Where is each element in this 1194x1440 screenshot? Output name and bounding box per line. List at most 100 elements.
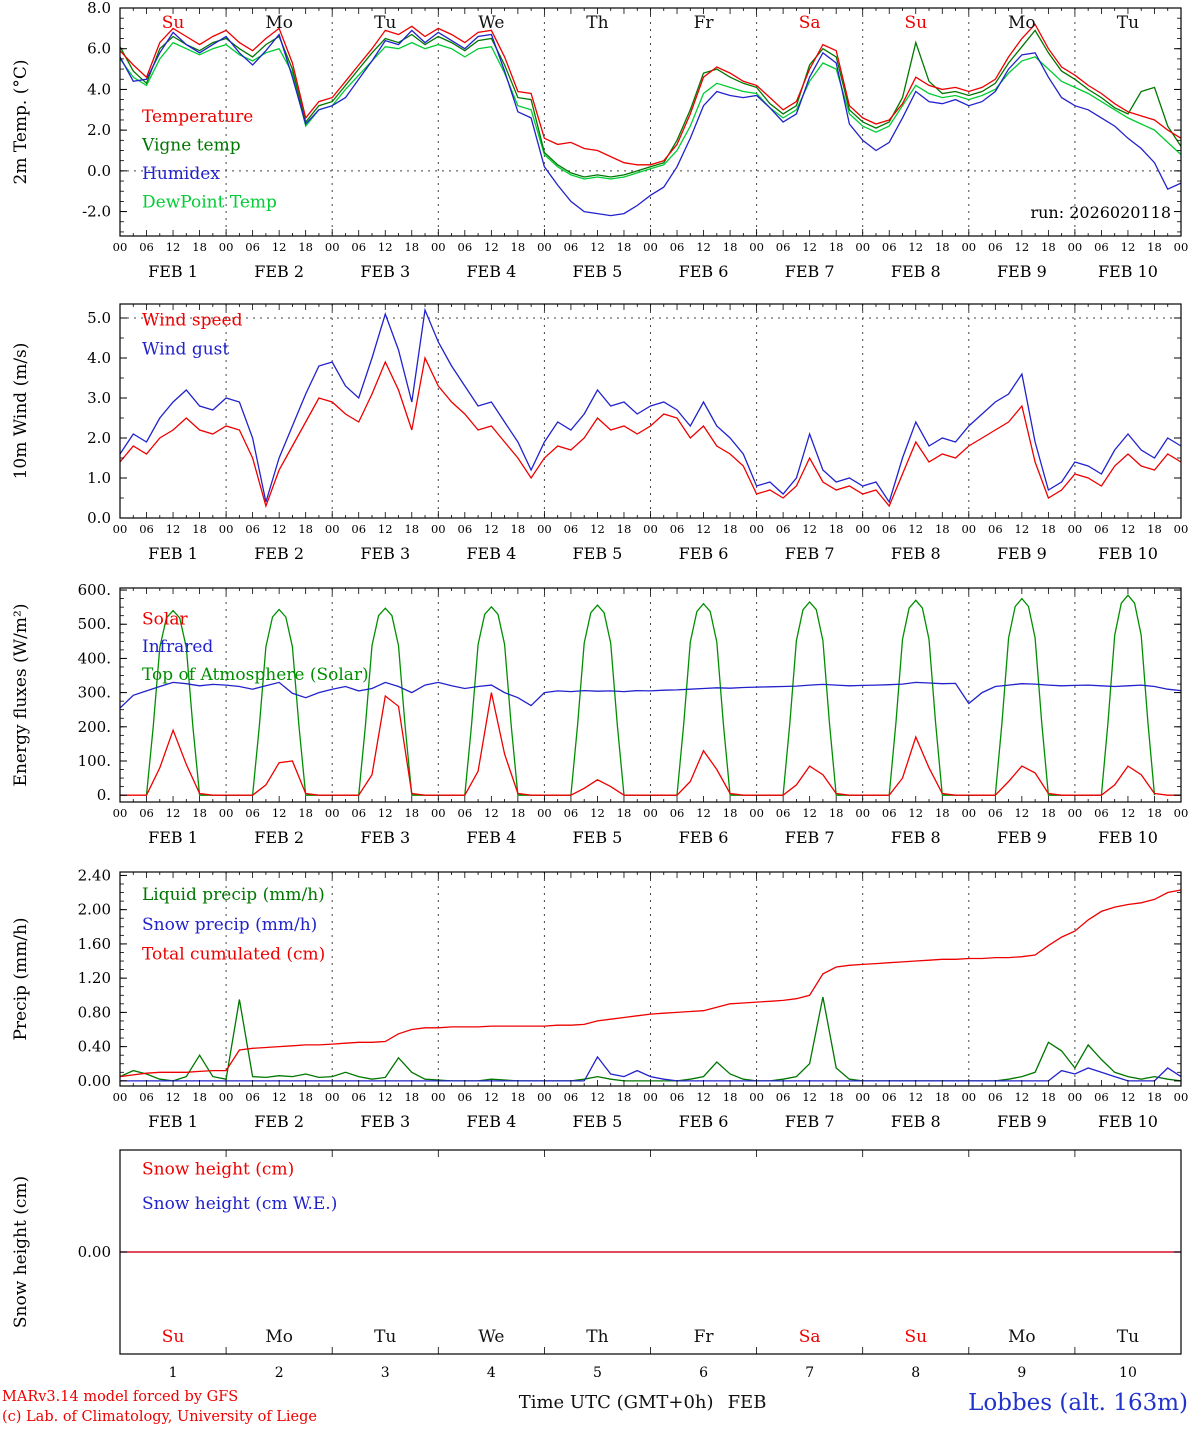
hour-tick-label: 06 bbox=[882, 1090, 897, 1104]
wind-panel: 0.0 1.0 2.0 3.0 4.0 5.0 00 06 12 18 00 06 12 18 00 06 12… bbox=[11, 303, 1189, 563]
hour-tick-label: 18 bbox=[617, 806, 632, 820]
hour-tick-label: 18 bbox=[1147, 240, 1162, 254]
weekday-label: Su bbox=[162, 1327, 185, 1347]
hour-tick-label: 18 bbox=[404, 806, 419, 820]
hour-tick-label: 00 bbox=[643, 522, 658, 536]
y-tick-label: 0. bbox=[97, 786, 111, 804]
hour-tick-label: 06 bbox=[776, 806, 791, 820]
xaxis-title-group: Time UTC (GMT+0h) FEB bbox=[519, 1392, 767, 1413]
hour-tick-label: 00 bbox=[219, 1090, 234, 1104]
hour-tick-label: 12 bbox=[802, 522, 817, 536]
hour-tick-label: 12 bbox=[378, 240, 393, 254]
hour-tick-label: 06 bbox=[1094, 1090, 1109, 1104]
hour-tick-label: 06 bbox=[670, 522, 685, 536]
y-tick-label: 100. bbox=[78, 752, 111, 770]
hour-tick-label: 06 bbox=[776, 240, 791, 254]
date-label: FEB 3 bbox=[360, 1112, 410, 1131]
y-tick-label: 1.60 bbox=[78, 935, 111, 953]
weekday-label: Tu bbox=[1117, 13, 1139, 33]
hour-tick-label: 00 bbox=[1174, 240, 1189, 254]
date-label: FEB 9 bbox=[997, 544, 1047, 563]
hour-tick-label: 12 bbox=[1015, 240, 1030, 254]
y-tick-label: 5.0 bbox=[87, 309, 111, 327]
hour-tick-label: 12 bbox=[590, 1090, 605, 1104]
y-axis-title: 2m Temp. (°C) bbox=[11, 59, 31, 184]
temperature-panel: -2.0 0.0 2.0 4.0 6.0 8.0 00 06 12 18 00 06 12 18 00 06 1… bbox=[11, 0, 1189, 281]
hour-tick-label: 18 bbox=[192, 1090, 207, 1104]
hour-tick-label: 18 bbox=[404, 1090, 419, 1104]
hour-tick-label: 18 bbox=[192, 240, 207, 254]
day-number-label: 3 bbox=[381, 1365, 390, 1381]
hour-tick-label: 00 bbox=[1068, 806, 1083, 820]
date-label: FEB 10 bbox=[1098, 828, 1158, 847]
hour-tick-label: 00 bbox=[431, 522, 446, 536]
hour-tick-label: 12 bbox=[908, 240, 923, 254]
hour-tick-label: 00 bbox=[431, 240, 446, 254]
hour-tick-label: 00 bbox=[113, 522, 128, 536]
hour-tick-label: 00 bbox=[643, 1090, 658, 1104]
hour-tick-label: 18 bbox=[935, 1090, 950, 1104]
y-tick-label: 500. bbox=[78, 615, 111, 633]
date-label: FEB 6 bbox=[679, 828, 729, 847]
weekday-label: Mo bbox=[265, 1327, 293, 1347]
hour-tick-label: 06 bbox=[351, 1090, 366, 1104]
month-label: FEB bbox=[727, 1392, 767, 1413]
series-temperature bbox=[119, 23, 1182, 166]
hour-tick-label: 12 bbox=[378, 1090, 393, 1104]
hour-tick-label: 06 bbox=[882, 522, 897, 536]
date-label: FEB 6 bbox=[679, 1112, 729, 1131]
hour-tick-label: 12 bbox=[908, 522, 923, 536]
day-number-label: 5 bbox=[593, 1365, 602, 1381]
legend-snow-height-cm-: Snow height (cm) bbox=[142, 1159, 294, 1179]
hour-tick-label: 18 bbox=[723, 806, 738, 820]
hour-tick-label: 06 bbox=[776, 522, 791, 536]
hour-tick-label: 06 bbox=[670, 806, 685, 820]
hour-tick-label: 12 bbox=[166, 522, 181, 536]
weekday-label: Su bbox=[904, 1327, 927, 1347]
hour-tick-label: 00 bbox=[537, 806, 552, 820]
hour-tick-label: 06 bbox=[245, 522, 260, 536]
hour-tick-label: 18 bbox=[617, 1090, 632, 1104]
date-label: FEB 5 bbox=[573, 544, 623, 563]
hour-tick-label: 18 bbox=[1041, 1090, 1056, 1104]
footer: MARv3.14 model forced by GFS (c) Lab. of… bbox=[0, 1388, 1194, 1440]
hour-tick-label: 18 bbox=[404, 240, 419, 254]
date-label: FEB 4 bbox=[466, 544, 516, 563]
y-tick-label: 0.0 bbox=[87, 509, 111, 527]
hour-tick-label: 06 bbox=[1094, 806, 1109, 820]
weekday-label: Tu bbox=[1117, 1327, 1139, 1347]
series-snow-precip bbox=[120, 1055, 1182, 1082]
date-label: FEB 2 bbox=[254, 1112, 304, 1131]
y-tick-label: 1.0 bbox=[87, 469, 111, 487]
y-axis-title: Energy fluxes (W/m²) bbox=[11, 604, 31, 787]
hour-tick-label: 18 bbox=[935, 240, 950, 254]
hour-tick-label: 06 bbox=[670, 240, 685, 254]
hour-tick-label: 12 bbox=[272, 806, 287, 820]
hour-tick-label: 00 bbox=[1174, 806, 1189, 820]
date-label: FEB 10 bbox=[1098, 544, 1158, 563]
date-label: FEB 3 bbox=[360, 828, 410, 847]
model-credit: MARv3.14 model forced by GFS (c) Lab. of… bbox=[2, 1388, 317, 1427]
y-tick-label: 4.0 bbox=[87, 80, 111, 98]
date-label: FEB 2 bbox=[254, 544, 304, 563]
hour-tick-label: 00 bbox=[961, 806, 976, 820]
date-label: FEB 7 bbox=[785, 262, 835, 281]
weekday-label: Su bbox=[904, 13, 927, 33]
run-label: run: 2026020118 bbox=[1030, 203, 1171, 222]
legend-dewpoint-temp: DewPoint Temp bbox=[142, 193, 277, 213]
day-number-label: 1 bbox=[169, 1365, 178, 1381]
hour-tick-label: 00 bbox=[855, 240, 870, 254]
hour-tick-label: 12 bbox=[378, 522, 393, 536]
y-tick-label: 600. bbox=[78, 581, 111, 599]
hour-tick-label: 00 bbox=[1174, 522, 1189, 536]
hour-tick-label: 12 bbox=[802, 240, 817, 254]
date-label: FEB 8 bbox=[891, 1112, 941, 1131]
hour-tick-label: 06 bbox=[139, 1090, 154, 1104]
hour-tick-label: 12 bbox=[484, 1090, 499, 1104]
hour-tick-label: 18 bbox=[935, 522, 950, 536]
hour-tick-label: 18 bbox=[298, 240, 313, 254]
y-tick-label: 2.00 bbox=[78, 901, 111, 919]
hour-tick-label: 00 bbox=[643, 240, 658, 254]
hour-tick-label: 12 bbox=[272, 522, 287, 536]
date-label: FEB 4 bbox=[466, 1112, 516, 1131]
